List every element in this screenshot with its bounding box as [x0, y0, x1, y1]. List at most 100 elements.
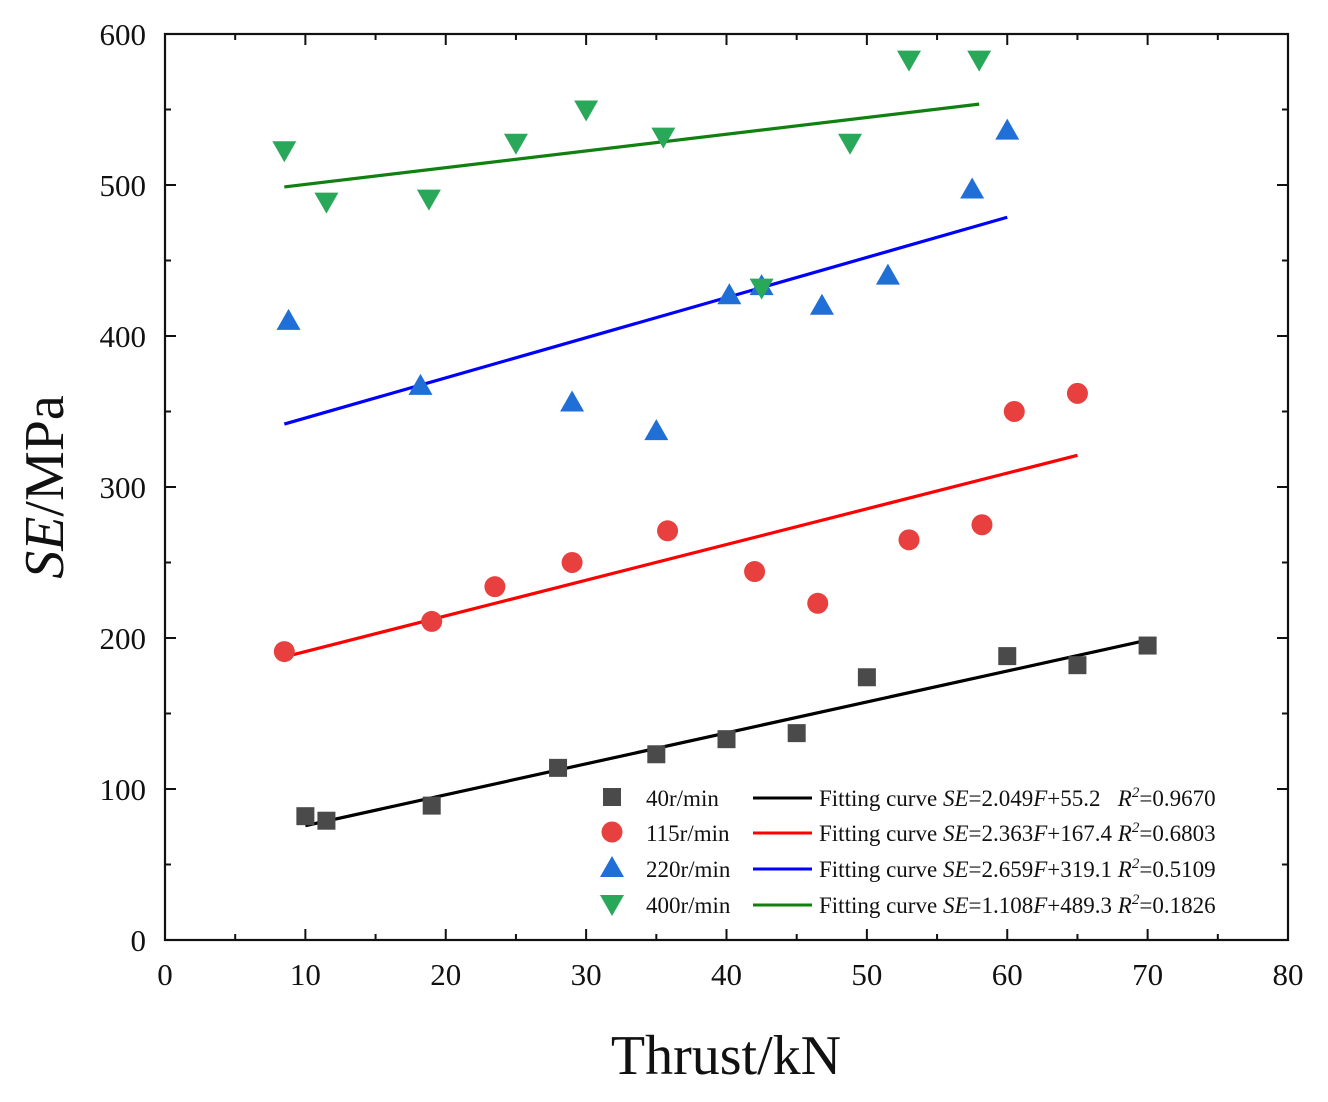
legend-fit-part: R	[1117, 893, 1132, 918]
legend-fit-part: F	[1032, 821, 1048, 846]
legend-fit-part: SE	[943, 893, 969, 918]
legend-fit-label: Fitting curve SE=2.363F+167.4 R2=0.6803	[819, 820, 1216, 846]
data-point	[651, 127, 676, 149]
legend-fit-part: Fitting curve	[819, 821, 943, 846]
legend-fit-part: +319.1	[1047, 857, 1117, 882]
data-point	[717, 283, 742, 305]
legend-series-label: 400r/min	[646, 893, 731, 918]
legend-marker	[600, 856, 624, 877]
data-point	[561, 552, 583, 573]
x-tick-label: 70	[1132, 957, 1163, 992]
legend-fit-part: =0.5109	[1139, 857, 1215, 882]
x-tick-label: 80	[1273, 957, 1304, 992]
legend-fit-part: =2.363	[969, 821, 1034, 846]
x-tick-label: 10	[290, 957, 321, 992]
y-tick-label: 200	[100, 621, 147, 656]
legend-fit-part: =1.108	[969, 893, 1034, 918]
data-point	[809, 293, 834, 315]
fit-lines	[283, 102, 1148, 828]
data-point	[574, 100, 599, 122]
y-axis-title-var: SE	[14, 517, 76, 579]
data-point	[971, 514, 993, 536]
legend-fit-label: Fitting curve SE=1.108F+489.3 R2=0.1826	[819, 892, 1216, 918]
data-point	[749, 278, 774, 300]
legend-fit-part: F	[1032, 893, 1048, 918]
legend-fit-part: SE	[943, 786, 969, 811]
x-tick-label: 40	[711, 957, 742, 992]
legend-fit-label: Fitting curve SE=2.049F+55.2 R2=0.9670	[819, 785, 1216, 811]
data-point	[995, 118, 1020, 140]
legend-fit-part: R	[1117, 786, 1132, 811]
data-point	[276, 308, 301, 330]
data-point	[1068, 656, 1087, 675]
legend-fit-part: =0.1826	[1139, 893, 1215, 918]
legend-marker	[600, 895, 624, 916]
legend-series-label: 220r/min	[646, 857, 731, 882]
legend-fit-part: +55.2	[1047, 786, 1117, 811]
data-point	[657, 520, 679, 542]
data-point	[549, 758, 568, 777]
data-point	[560, 390, 585, 412]
legend-fit-part: =0.9670	[1139, 786, 1215, 811]
legend-fit-part: SE	[943, 821, 969, 846]
legend-fit-part: 2	[1132, 785, 1140, 801]
data-point	[503, 133, 528, 155]
data-point	[898, 529, 920, 551]
legend-fit-part: 2	[1132, 820, 1140, 836]
data-point	[416, 189, 441, 211]
y-tick-label: 0	[131, 923, 147, 958]
y-axis-title: SE/MPa	[14, 395, 76, 579]
data-point	[875, 263, 900, 285]
legend-marker	[603, 788, 621, 806]
data-point	[296, 807, 315, 826]
data-point	[408, 373, 433, 395]
legend-marker	[601, 821, 623, 843]
data-point	[838, 133, 863, 155]
x-tick-label: 60	[992, 957, 1023, 992]
data-point	[644, 419, 669, 441]
data-point	[647, 745, 666, 764]
y-tick-label: 600	[100, 17, 147, 52]
y-tick-label: 500	[100, 168, 147, 203]
legend-series-label: 115r/min	[646, 821, 730, 846]
fit-line-220r-min	[283, 215, 1008, 426]
data-point	[998, 647, 1017, 666]
x-tick-label: 20	[430, 957, 461, 992]
legend-fit-part: SE	[943, 857, 969, 882]
x-tick-label: 30	[571, 957, 602, 992]
legend-series-label: 40r/min	[646, 786, 719, 811]
fit-line-115r-min	[283, 453, 1078, 659]
data-point	[421, 610, 443, 632]
data-point	[960, 177, 985, 199]
legend-fit-part: +489.3	[1047, 893, 1117, 918]
legend-fit-label: Fitting curve SE=2.659F+319.1 R2=0.5109	[819, 856, 1216, 882]
x-tick-label: 50	[851, 957, 882, 992]
legend-fit-part: R	[1117, 821, 1132, 846]
data-point	[1138, 636, 1157, 655]
data-point	[787, 724, 806, 743]
data-point	[273, 641, 295, 663]
y-tick-label: 400	[100, 319, 147, 354]
legend-fit-part: 2	[1132, 856, 1140, 872]
legend-fit-part: F	[1032, 786, 1048, 811]
legend-fit-part: F	[1032, 857, 1048, 882]
data-point	[807, 592, 829, 614]
axis-ticks: 0 10 20 30 40 50 60 70 80 0 100 200 300 400 500 600	[100, 17, 1304, 992]
data-point	[896, 50, 921, 72]
legend: 40r/min Fitting curve SE=2.049F+55.2 R2=0…	[600, 785, 1216, 918]
data-point	[1003, 401, 1025, 422]
data-markers	[272, 50, 1157, 830]
data-point	[314, 192, 339, 214]
y-tick-label: 300	[100, 470, 147, 505]
data-point	[744, 561, 766, 583]
legend-fit-part: 2	[1132, 892, 1140, 908]
x-axis-title: Thrust/kN	[611, 1025, 841, 1087]
legend-fit-part: Fitting curve	[819, 893, 943, 918]
data-point	[1066, 382, 1088, 404]
legend-fit-part: =0.6803	[1139, 821, 1215, 846]
legend-fit-part: Fitting curve	[819, 786, 943, 811]
data-point	[717, 730, 736, 749]
fit-line-400r-min	[284, 102, 980, 189]
data-point	[484, 576, 506, 598]
